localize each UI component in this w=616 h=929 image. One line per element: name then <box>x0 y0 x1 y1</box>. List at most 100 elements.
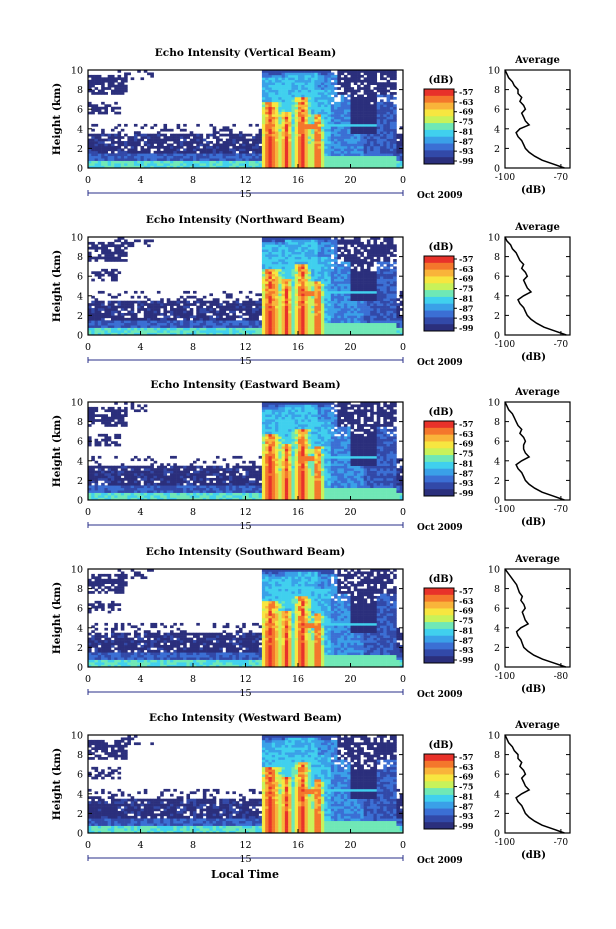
heatmap-cell <box>327 332 332 336</box>
heatmap-cell <box>353 82 358 85</box>
heatmap-cell <box>343 106 348 110</box>
heatmap-cell <box>120 317 125 321</box>
heatmap-cell <box>209 310 213 314</box>
heatmap-cell <box>288 79 292 83</box>
heatmap-cell <box>235 160 240 164</box>
heatmap-cell <box>268 136 273 139</box>
heatmap-cell <box>314 111 318 115</box>
heatmap-cell <box>386 79 391 83</box>
heatmap-cell <box>278 256 282 260</box>
heatmap-cell <box>133 317 138 321</box>
panel-1: Echo Intensity (Vertical Beam)Height (km… <box>51 47 571 201</box>
heatmap-cell <box>294 136 299 139</box>
heatmap-cell <box>396 145 401 149</box>
heatmap-cell <box>376 126 381 130</box>
heatmap-cell <box>291 330 296 333</box>
heatmap-cell <box>298 136 302 139</box>
heatmap-cell <box>314 153 318 157</box>
heatmap-cell <box>301 293 305 297</box>
heatmap-cell <box>343 290 348 294</box>
heatmap-cell <box>278 325 282 328</box>
heatmap-cell <box>330 141 335 144</box>
heatmap-cell <box>88 312 92 316</box>
heatmap-cell <box>334 143 338 147</box>
heatmap-cell <box>317 77 322 81</box>
heatmap-cell <box>114 106 118 110</box>
heatmap-cell <box>327 293 332 297</box>
heatmap-cell <box>278 72 282 76</box>
heatmap-cell <box>307 241 312 245</box>
heatmap-cell <box>130 141 135 144</box>
heatmap-cell <box>130 160 135 164</box>
heatmap-cell <box>307 145 312 149</box>
heatmap-cell <box>360 320 364 324</box>
heatmap-cell <box>376 89 381 93</box>
heatmap-cell <box>163 128 168 132</box>
heatmap-cell <box>363 268 368 272</box>
heatmap-cell <box>88 155 92 159</box>
heatmap-cell <box>179 145 184 149</box>
heatmap-cell <box>94 303 99 306</box>
heatmap-cell <box>150 332 154 336</box>
heatmap-cell <box>88 310 92 314</box>
heatmap-cell <box>252 327 256 331</box>
heatmap-cell <box>393 163 397 166</box>
heatmap-cell <box>330 138 335 142</box>
heatmap-cell <box>150 145 154 149</box>
heatmap-cell <box>307 109 312 112</box>
heatmap-cell <box>160 300 164 304</box>
heatmap-cell <box>104 332 108 336</box>
heatmap-cell <box>353 286 358 289</box>
heatmap-cell <box>163 308 168 311</box>
heatmap-cell <box>232 150 236 154</box>
heatmap-cell <box>97 92 102 95</box>
heatmap-cell <box>347 293 351 297</box>
heatmap-cell <box>314 163 318 166</box>
heatmap-cell <box>347 106 351 110</box>
heatmap-cell <box>399 290 404 294</box>
heatmap-cell <box>278 141 282 144</box>
heatmap-cell <box>209 303 213 306</box>
heatmap-cell <box>373 271 378 275</box>
heatmap-cell <box>104 77 108 81</box>
heatmap-cell <box>363 89 368 93</box>
heatmap-cell <box>317 150 322 154</box>
heatmap-cell <box>304 116 309 120</box>
heatmap-cell <box>314 94 318 98</box>
heatmap-cell <box>288 128 292 132</box>
heatmap-cell <box>94 317 99 321</box>
heatmap-cell <box>291 101 296 105</box>
heatmap-cell <box>380 327 384 331</box>
heatmap-cell <box>229 165 233 169</box>
heatmap-cell <box>133 315 138 319</box>
heatmap-cell <box>304 317 309 321</box>
heatmap-cell <box>304 158 309 161</box>
heatmap-cell <box>291 141 296 144</box>
heatmap-cell <box>383 77 387 81</box>
heatmap-cell <box>357 271 361 275</box>
heatmap-cell <box>114 295 118 299</box>
heatmap-cell <box>294 276 299 279</box>
heatmap-cell <box>383 283 387 287</box>
heatmap-cell <box>389 104 394 108</box>
heatmap-cell <box>252 322 256 326</box>
heatmap-cell <box>252 158 256 161</box>
heatmap-cell <box>291 256 296 260</box>
heatmap-cell <box>117 131 122 134</box>
heatmap-cell <box>288 74 292 78</box>
heatmap-cell <box>107 325 112 328</box>
heatmap-cell <box>340 281 345 284</box>
heatmap-cell <box>380 104 384 108</box>
heatmap-cell <box>337 74 341 78</box>
heatmap-cell <box>370 332 374 336</box>
heatmap-cell <box>147 303 151 306</box>
heatmap-cell <box>271 259 276 262</box>
heatmap-cell <box>117 332 122 336</box>
heatmap-cell <box>380 278 384 282</box>
heatmap-cell <box>334 317 338 321</box>
heatmap-cell <box>389 305 394 309</box>
heatmap-cell <box>298 143 302 147</box>
heatmap-cell <box>147 138 151 142</box>
heatmap-cell <box>176 305 181 309</box>
heatmap-cell <box>288 293 292 297</box>
